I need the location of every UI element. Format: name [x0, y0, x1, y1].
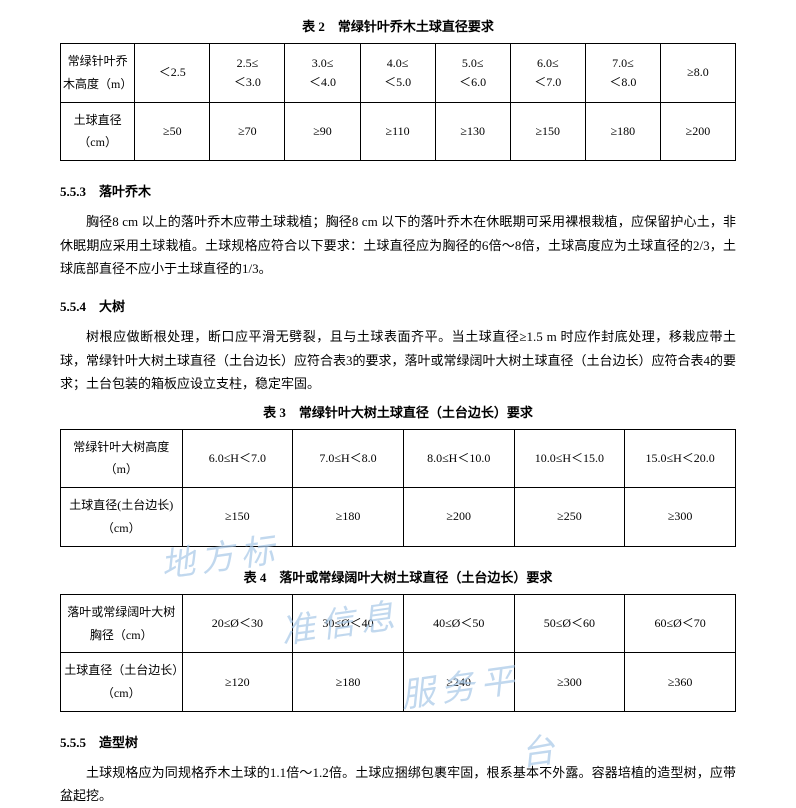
table2-val-5: ≥150 [510, 102, 585, 161]
table2-row1-label: 常绿针叶乔木高度（m） [61, 44, 135, 103]
table3-val-2: ≥200 [403, 488, 514, 547]
section-553-heading: 5.5.3 落叶乔木 [60, 181, 736, 200]
table4-col-0: 20≤Ø＜30 [182, 594, 293, 653]
table2-val-0: ≥50 [135, 102, 210, 161]
table3-col-1: 7.0≤H＜8.0 [293, 429, 404, 488]
table-row: 土球直径（cm） ≥50 ≥70 ≥90 ≥110 ≥130 ≥150 ≥180… [61, 102, 736, 161]
table3-val-0: ≥150 [182, 488, 293, 547]
section-553-para: 胸径8 cm 以上的落叶乔木应带土球栽植；胸径8 cm 以下的落叶乔木在休眠期可… [60, 210, 736, 280]
table4-val-4: ≥360 [625, 653, 736, 712]
table3-col-2: 8.0≤H＜10.0 [403, 429, 514, 488]
table2-col-4: 5.0≤＜6.0 [435, 44, 510, 103]
table-row: 落叶或常绿阔叶大树胸径（cm） 20≤Ø＜30 30≤Ø＜40 40≤Ø＜50 … [61, 594, 736, 653]
table3-row2-label: 土球直径(土台边长)（cm） [61, 488, 183, 547]
table3: 常绿针叶大树高度（m） 6.0≤H＜7.0 7.0≤H＜8.0 8.0≤H＜10… [60, 429, 736, 547]
table4-col-3: 50≤Ø＜60 [514, 594, 625, 653]
table-row: 土球直径（土台边长）（cm） ≥120 ≥180 ≥240 ≥300 ≥360 [61, 653, 736, 712]
table-row: 常绿针叶乔木高度（m） ＜2.5 2.5≤＜3.0 3.0≤＜4.0 4.0≤＜… [61, 44, 736, 103]
table2-val-6: ≥180 [585, 102, 660, 161]
table3-caption: 表 3 常绿针叶大树土球直径（土台边长）要求 [60, 402, 736, 421]
table2-row2-label: 土球直径（cm） [61, 102, 135, 161]
table4-col-1: 30≤Ø＜40 [293, 594, 404, 653]
table3-col-3: 10.0≤H＜15.0 [514, 429, 625, 488]
table4-val-1: ≥180 [293, 653, 404, 712]
table2-col-2: 3.0≤＜4.0 [285, 44, 360, 103]
section-555-para: 土球规格应为同规格乔木土球的1.1倍～1.2倍。土球应捆绑包裹牢固，根系基本不外… [60, 761, 736, 808]
table3-val-3: ≥250 [514, 488, 625, 547]
section-554-heading: 5.5.4 大树 [60, 296, 736, 315]
table4-caption: 表 4 落叶或常绿阔叶大树土球直径（土台边长）要求 [60, 567, 736, 586]
table4-val-2: ≥240 [403, 653, 514, 712]
table4-col-4: 60≤Ø＜70 [625, 594, 736, 653]
table4-col-2: 40≤Ø＜50 [403, 594, 514, 653]
table3-val-4: ≥300 [625, 488, 736, 547]
table2-col-1: 2.5≤＜3.0 [210, 44, 285, 103]
table4: 落叶或常绿阔叶大树胸径（cm） 20≤Ø＜30 30≤Ø＜40 40≤Ø＜50 … [60, 594, 736, 712]
table2-val-7: ≥200 [660, 102, 735, 161]
section-554-para: 树根应做断根处理，断口应平滑无劈裂，且与土球表面齐平。当土球直径≥1.5 m 时… [60, 325, 736, 395]
table2-caption: 表 2 常绿针叶乔木土球直径要求 [60, 16, 736, 35]
table2-col-3: 4.0≤＜5.0 [360, 44, 435, 103]
table-row: 常绿针叶大树高度（m） 6.0≤H＜7.0 7.0≤H＜8.0 8.0≤H＜10… [61, 429, 736, 488]
table2: 常绿针叶乔木高度（m） ＜2.5 2.5≤＜3.0 3.0≤＜4.0 4.0≤＜… [60, 43, 736, 161]
table3-val-1: ≥180 [293, 488, 404, 547]
table4-row2-label: 土球直径（土台边长）（cm） [61, 653, 183, 712]
table4-val-0: ≥120 [182, 653, 293, 712]
table3-col-0: 6.0≤H＜7.0 [182, 429, 293, 488]
table2-col-7: ≥8.0 [660, 44, 735, 103]
table2-col-6: 7.0≤＜8.0 [585, 44, 660, 103]
section-555-heading: 5.5.5 造型树 [60, 732, 736, 751]
table3-row1-label: 常绿针叶大树高度（m） [61, 429, 183, 488]
table-row: 土球直径(土台边长)（cm） ≥150 ≥180 ≥200 ≥250 ≥300 [61, 488, 736, 547]
table2-val-2: ≥90 [285, 102, 360, 161]
table4-row1-label: 落叶或常绿阔叶大树胸径（cm） [61, 594, 183, 653]
table2-col-0: ＜2.5 [135, 44, 210, 103]
table3-col-4: 15.0≤H＜20.0 [625, 429, 736, 488]
table2-val-1: ≥70 [210, 102, 285, 161]
table2-val-4: ≥130 [435, 102, 510, 161]
table4-val-3: ≥300 [514, 653, 625, 712]
table2-val-3: ≥110 [360, 102, 435, 161]
table2-col-5: 6.0≤＜7.0 [510, 44, 585, 103]
